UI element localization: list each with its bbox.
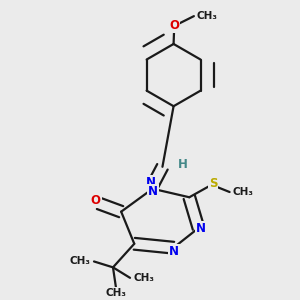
Text: N: N [169,245,178,258]
Text: N: N [146,176,156,189]
Text: CH₃: CH₃ [196,11,218,21]
Text: N: N [148,185,158,198]
Text: S: S [209,177,218,190]
Text: CH₃: CH₃ [106,288,127,298]
Text: H: H [178,158,188,171]
Text: O: O [169,20,179,32]
Text: CH₃: CH₃ [70,256,91,266]
Text: O: O [91,194,100,207]
Text: N: N [196,221,206,235]
Text: CH₃: CH₃ [133,273,154,283]
Text: CH₃: CH₃ [233,187,254,197]
